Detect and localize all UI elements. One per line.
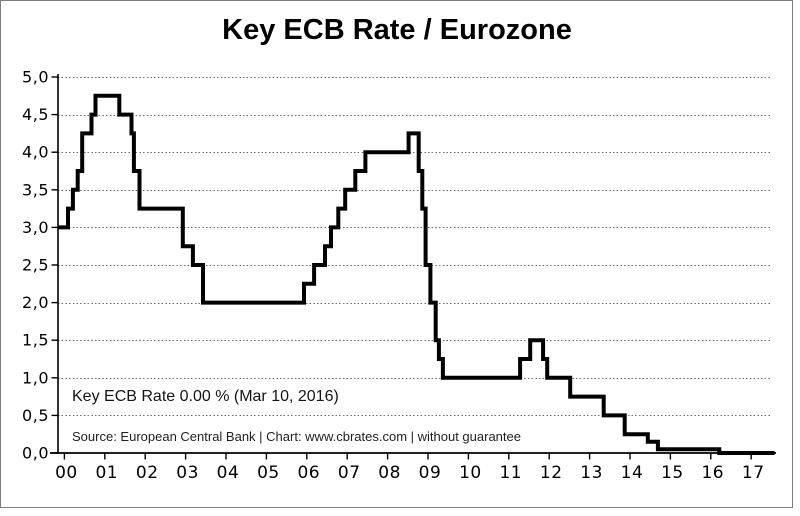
axes: [50, 74, 776, 454]
figure-border: [0, 0, 793, 508]
svg-text:4,0: 4,0: [22, 143, 49, 162]
y-axis-ticks-labels: 0,0 0,5 1,0 1,5 2,0 2,5 3,0 3,5 4,0 4,5 5,0: [22, 68, 58, 463]
svg-text:10: 10: [459, 463, 482, 483]
svg-text:17: 17: [742, 463, 765, 483]
svg-text:13: 13: [580, 463, 603, 483]
svg-text:2,0: 2,0: [22, 293, 49, 312]
svg-text:12: 12: [540, 463, 563, 483]
y-gridlines: [58, 77, 772, 416]
svg-text:02: 02: [136, 463, 159, 483]
svg-text:3,0: 3,0: [22, 218, 49, 237]
chart-title: Key ECB Rate / Eurozone: [222, 14, 572, 46]
svg-text:08: 08: [378, 463, 401, 483]
svg-text:06: 06: [297, 463, 320, 483]
svg-text:03: 03: [176, 463, 199, 483]
svg-text:16: 16: [701, 463, 724, 483]
svg-text:0,5: 0,5: [22, 406, 49, 425]
svg-text:3,5: 3,5: [22, 180, 49, 199]
rate-step-line: [57, 93, 775, 455]
svg-text:15: 15: [661, 463, 684, 483]
svg-text:2,5: 2,5: [22, 256, 49, 275]
source-note: Source: European Central Bank | Chart: w…: [72, 429, 521, 444]
svg-text:00: 00: [55, 463, 78, 483]
svg-text:4,5: 4,5: [22, 105, 49, 124]
svg-text:09: 09: [419, 463, 442, 483]
svg-text:01: 01: [95, 463, 118, 483]
rate-annotation: Key ECB Rate 0.00 % (Mar 10, 2016): [72, 388, 339, 405]
svg-text:14: 14: [621, 463, 644, 483]
svg-text:1,0: 1,0: [22, 368, 49, 387]
svg-text:07: 07: [338, 463, 361, 483]
svg-text:04: 04: [217, 463, 240, 483]
svg-text:0,0: 0,0: [22, 444, 49, 463]
svg-text:05: 05: [257, 463, 280, 483]
x-axis-ticks-labels: 00 01 02 03 04 05 06 07 08 09 10 11 12 13 14 15 16 17: [55, 453, 764, 483]
svg-text:1,5: 1,5: [22, 331, 49, 350]
svg-text:11: 11: [499, 463, 522, 483]
svg-text:5,0: 5,0: [22, 68, 49, 87]
